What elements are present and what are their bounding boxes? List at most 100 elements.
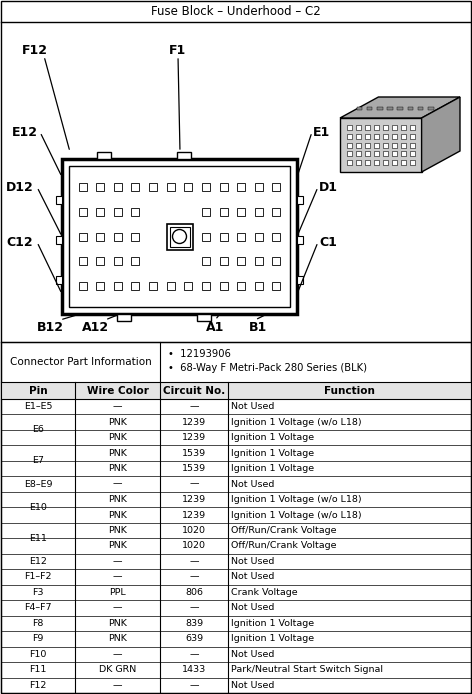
Text: —: — <box>189 573 199 582</box>
Bar <box>56 236 62 244</box>
Bar <box>410 125 414 130</box>
Bar <box>169 226 189 246</box>
Bar <box>197 314 211 321</box>
Bar <box>407 107 413 110</box>
Text: C12: C12 <box>7 235 34 248</box>
Bar <box>374 160 379 165</box>
Text: Pin: Pin <box>29 385 47 396</box>
Text: Park/Neutral Start Switch Signal: Park/Neutral Start Switch Signal <box>231 666 383 675</box>
Bar <box>410 134 414 139</box>
Bar <box>367 107 372 110</box>
Bar <box>132 257 139 265</box>
Bar <box>132 282 139 290</box>
Text: E12: E12 <box>29 557 47 566</box>
Bar <box>374 125 379 130</box>
Text: —: — <box>113 480 122 489</box>
Text: E7: E7 <box>32 457 44 466</box>
Bar <box>255 183 263 191</box>
Bar <box>255 232 263 241</box>
Text: PNK: PNK <box>108 619 127 628</box>
Bar <box>202 183 210 191</box>
Text: —: — <box>189 603 199 612</box>
Text: F3: F3 <box>32 588 44 597</box>
Text: PNK: PNK <box>108 433 127 442</box>
Bar <box>297 236 303 244</box>
Bar <box>272 183 280 191</box>
Bar <box>347 151 352 156</box>
Bar <box>410 142 414 148</box>
Text: PNK: PNK <box>108 464 127 473</box>
Bar <box>374 142 379 148</box>
Bar <box>377 107 383 110</box>
Text: —: — <box>189 650 199 659</box>
Text: Not Used: Not Used <box>231 480 274 489</box>
Bar <box>383 134 388 139</box>
Text: Not Used: Not Used <box>231 403 274 412</box>
Text: F11: F11 <box>29 666 47 675</box>
Bar <box>149 183 157 191</box>
Bar <box>297 196 303 204</box>
Bar <box>69 166 290 307</box>
Text: —: — <box>113 557 122 566</box>
Bar <box>365 134 370 139</box>
Polygon shape <box>421 97 460 172</box>
Text: Not Used: Not Used <box>231 681 274 690</box>
Bar <box>356 160 361 165</box>
Text: Ignition 1 Voltage: Ignition 1 Voltage <box>231 634 314 643</box>
Bar <box>237 208 245 216</box>
Bar <box>397 107 403 110</box>
Text: D1: D1 <box>319 180 337 194</box>
Text: F10: F10 <box>29 650 47 659</box>
Bar <box>132 183 139 191</box>
Bar <box>96 208 104 216</box>
Bar <box>401 134 406 139</box>
Bar <box>167 183 175 191</box>
Text: —: — <box>189 403 199 412</box>
Bar <box>383 125 388 130</box>
Bar <box>56 196 62 204</box>
Bar <box>401 125 406 130</box>
Text: E12: E12 <box>12 126 38 139</box>
Bar <box>219 257 228 265</box>
Text: Ignition 1 Voltage (w/o L18): Ignition 1 Voltage (w/o L18) <box>231 418 362 427</box>
Bar <box>392 160 397 165</box>
Text: D12: D12 <box>6 180 34 194</box>
Bar <box>365 160 370 165</box>
Bar <box>132 232 139 241</box>
Bar <box>418 107 423 110</box>
Bar <box>79 232 87 241</box>
Bar <box>340 118 421 172</box>
Text: 1020: 1020 <box>182 541 206 550</box>
Text: PNK: PNK <box>108 634 127 643</box>
Bar <box>97 152 111 159</box>
Bar <box>132 208 139 216</box>
Text: B12: B12 <box>36 321 64 334</box>
Bar <box>202 208 210 216</box>
Bar <box>356 125 361 130</box>
Text: Function: Function <box>324 385 375 396</box>
Text: Ignition 1 Voltage: Ignition 1 Voltage <box>231 433 314 442</box>
Text: F12: F12 <box>22 44 48 56</box>
Text: PNK: PNK <box>108 526 127 535</box>
Bar <box>272 282 280 290</box>
Text: —: — <box>113 650 122 659</box>
Bar <box>184 282 192 290</box>
Text: —: — <box>113 573 122 582</box>
Bar <box>428 107 434 110</box>
Bar <box>237 183 245 191</box>
Bar <box>219 208 228 216</box>
Text: Ignition 1 Voltage: Ignition 1 Voltage <box>231 448 314 457</box>
Text: 639: 639 <box>185 634 203 643</box>
Bar <box>56 276 62 284</box>
Bar <box>401 142 406 148</box>
Bar <box>255 208 263 216</box>
Text: 806: 806 <box>185 588 203 597</box>
Text: E11: E11 <box>29 534 47 543</box>
Bar <box>383 160 388 165</box>
Polygon shape <box>340 97 460 118</box>
Bar <box>272 208 280 216</box>
Bar <box>96 183 104 191</box>
Text: E1–E5: E1–E5 <box>24 403 52 412</box>
Bar <box>374 134 379 139</box>
Text: E10: E10 <box>29 503 47 511</box>
